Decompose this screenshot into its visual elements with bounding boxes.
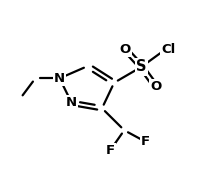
Text: S: S xyxy=(136,59,147,74)
Text: Cl: Cl xyxy=(162,43,176,56)
Text: O: O xyxy=(150,80,161,93)
Text: N: N xyxy=(54,72,65,85)
Text: O: O xyxy=(120,43,131,56)
Text: F: F xyxy=(141,135,150,148)
Text: F: F xyxy=(105,144,115,157)
Text: N: N xyxy=(66,96,77,109)
